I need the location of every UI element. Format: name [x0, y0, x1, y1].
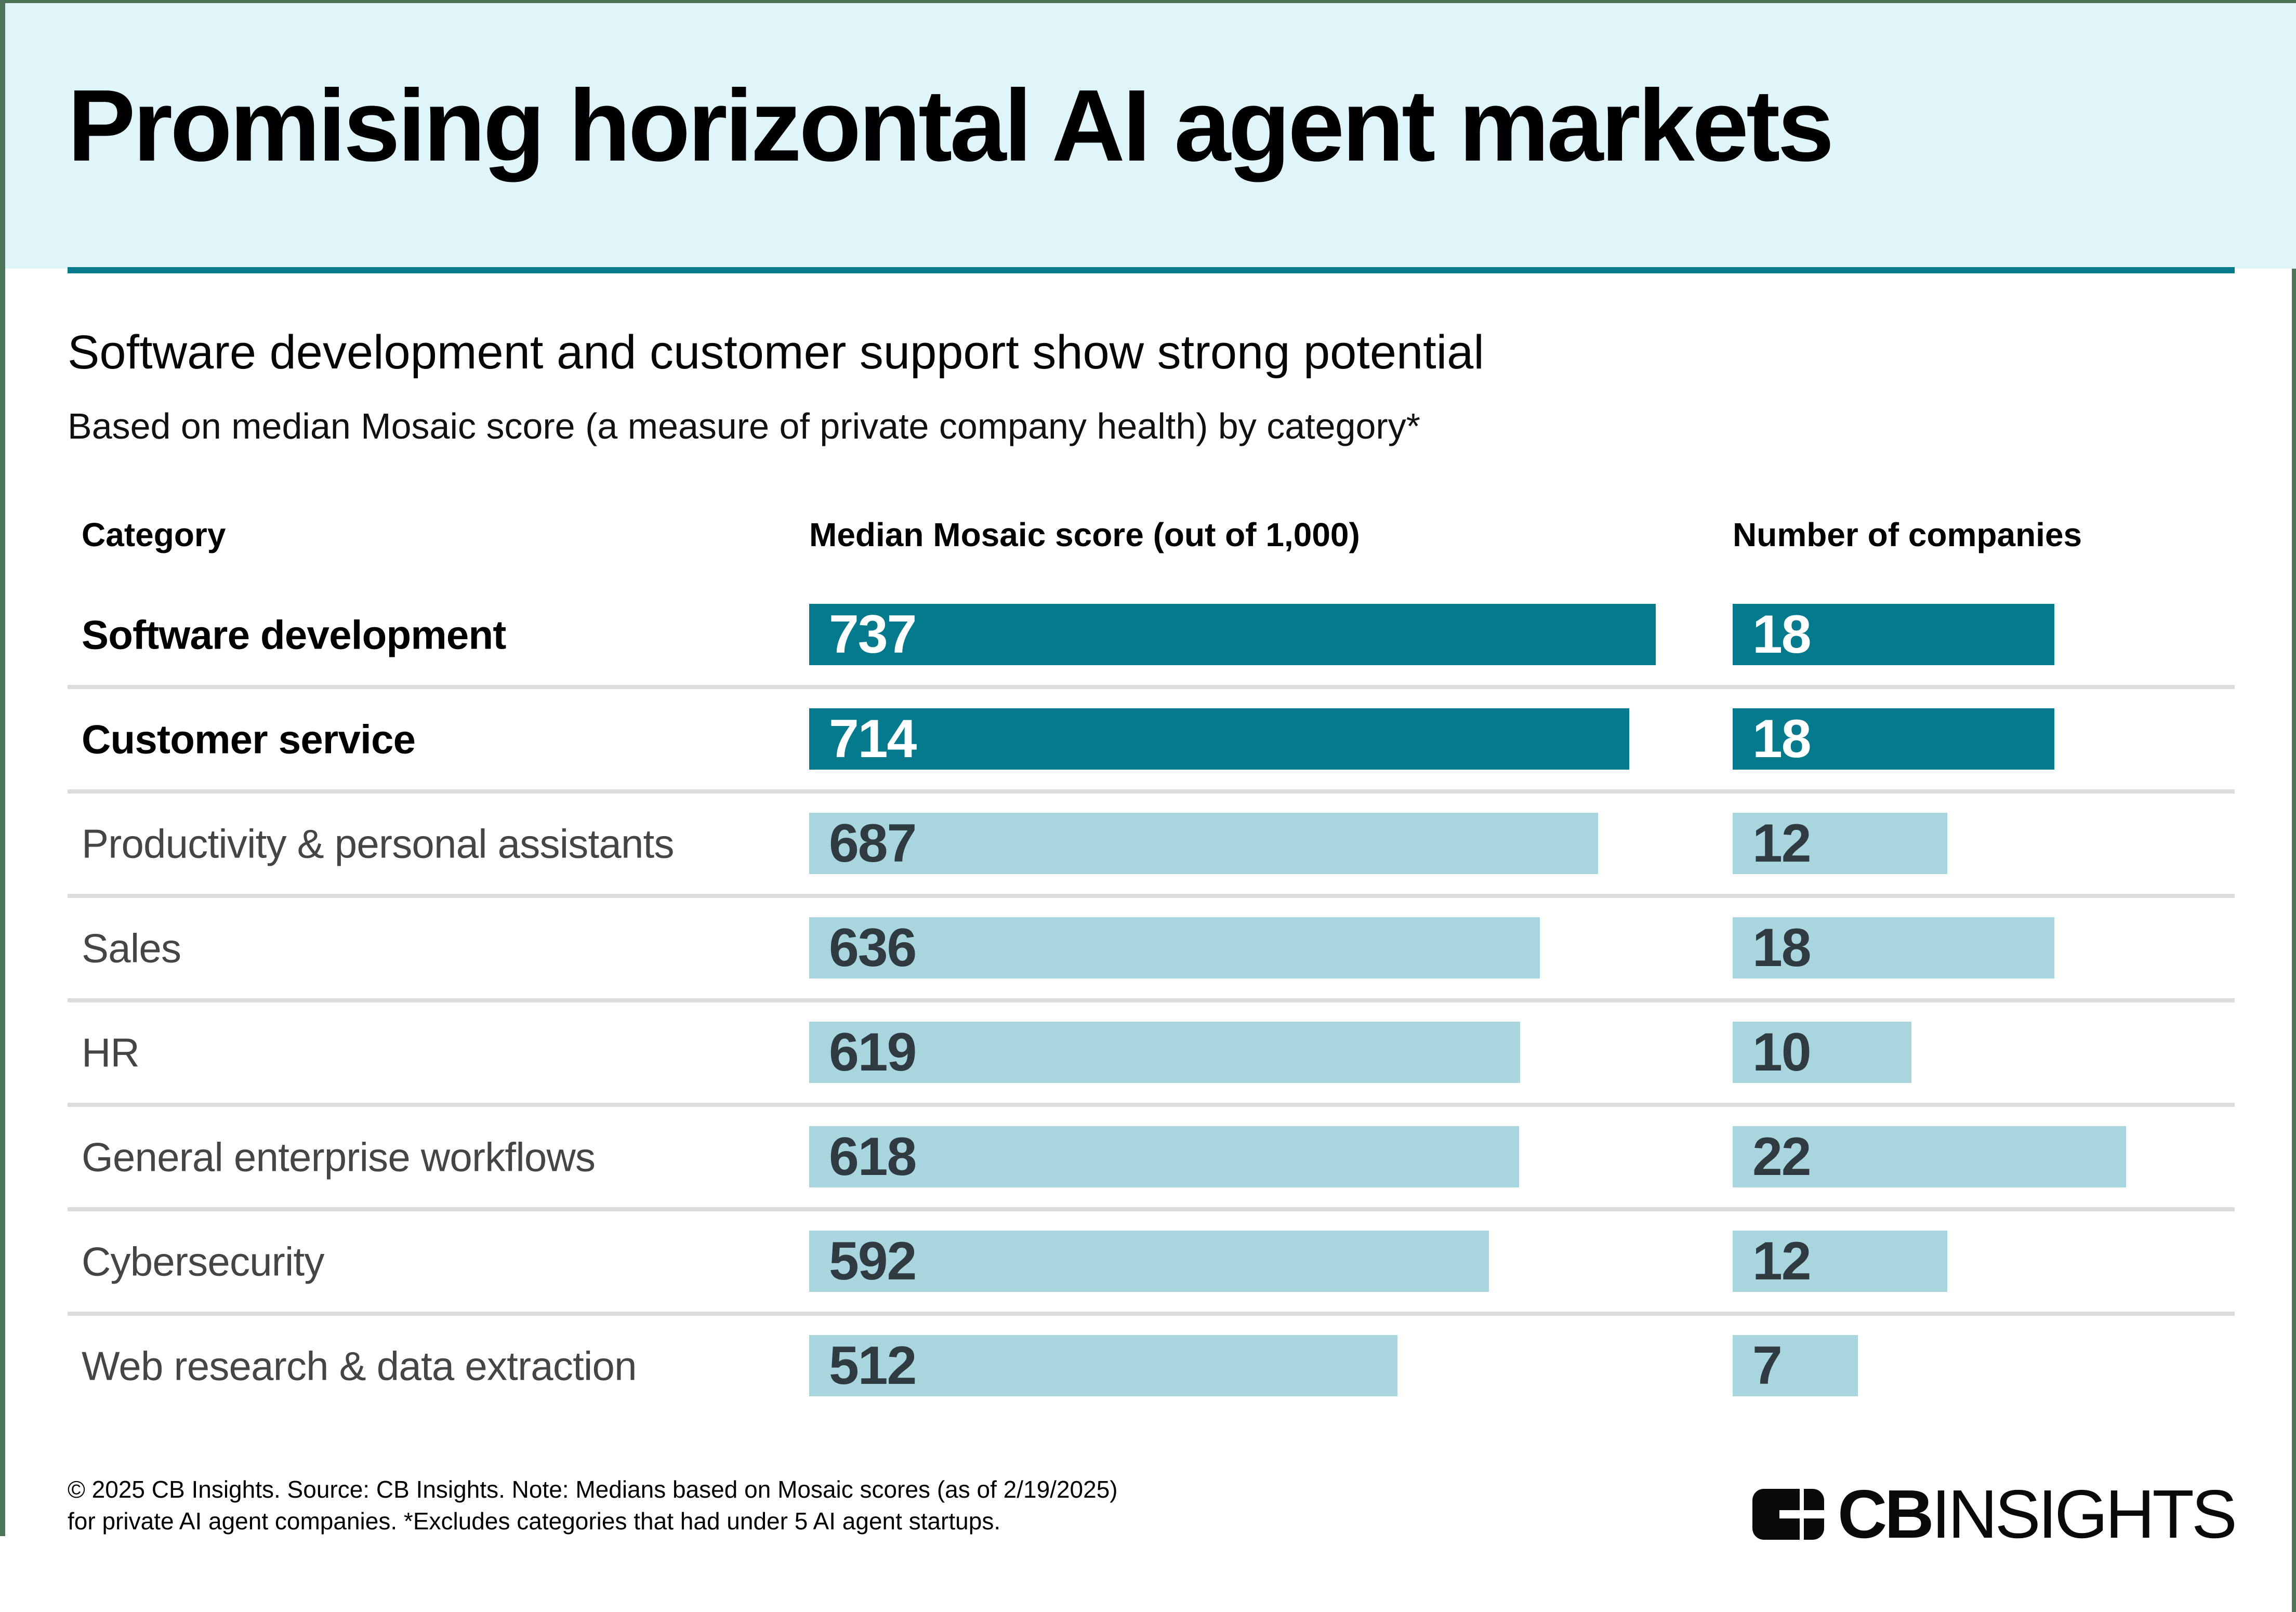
score-bar: 737 [809, 604, 1656, 665]
table-row: General enterprise workflows 618 22 [68, 1107, 2235, 1211]
footnote-line-1: © 2025 CB Insights. Source: CB Insights.… [68, 1476, 1118, 1503]
source-footnote: © 2025 CB Insights. Source: CB Insights.… [68, 1474, 1118, 1537]
companies-bar: 22 [1733, 1126, 2126, 1187]
companies-bar: 12 [1733, 813, 1947, 874]
score-bar: 714 [809, 708, 1629, 770]
score-value: 512 [829, 1335, 917, 1396]
score-value: 619 [829, 1022, 917, 1082]
companies-bar: 10 [1733, 1022, 1911, 1083]
page-title: Promising horizontal AI agent markets [68, 69, 1834, 182]
category-label: HR [82, 1029, 140, 1075]
score-bar: 592 [809, 1231, 1489, 1292]
companies-value: 18 [1752, 917, 1812, 978]
companies-bar: 18 [1733, 708, 2054, 770]
header-band: Promising horizontal AI agent markets [5, 3, 2296, 269]
companies-bar: 7 [1733, 1335, 1858, 1396]
score-value: 687 [829, 813, 917, 874]
companies-bar: 12 [1733, 1231, 1947, 1292]
score-value: 636 [829, 917, 917, 978]
header-divider-line [68, 267, 2235, 273]
page-edge-right [2292, 0, 2296, 1612]
table-row: Customer service 714 18 [68, 689, 2235, 794]
table-row: Cybersecurity 592 12 [68, 1211, 2235, 1316]
category-label: Cybersecurity [82, 1238, 324, 1284]
category-label: Web research & data extraction [82, 1343, 637, 1389]
logo-icon-vertical-gap [1800, 1489, 1804, 1540]
category-label: Productivity & personal assistants [82, 821, 674, 866]
page-edge-top [0, 0, 2296, 3]
table-body: Software development 737 18 Customer servic… [68, 585, 2235, 1416]
companies-value: 18 [1752, 604, 1812, 665]
chart-subtitle: Software development and customer suppor… [68, 326, 1484, 379]
score-bar: 619 [809, 1022, 1520, 1083]
score-value: 592 [829, 1231, 917, 1291]
column-header-category: Category [82, 516, 226, 553]
score-value: 714 [829, 708, 917, 769]
column-headers: Category Median Mosaic score (out of 1,0… [68, 516, 2235, 562]
page-edge-left [0, 0, 5, 1536]
companies-value: 18 [1752, 708, 1812, 769]
companies-bar: 18 [1733, 604, 2054, 665]
logo-text-insights: INSIGHTS [1931, 1476, 2237, 1552]
column-header-companies: Number of companies [1733, 516, 2082, 553]
table-row: HR 619 10 [68, 1002, 2235, 1107]
category-label: Customer service [82, 716, 416, 762]
score-value: 618 [829, 1126, 917, 1187]
companies-value: 7 [1752, 1335, 1783, 1396]
footnote-line-2: for private AI agent companies. *Exclude… [68, 1507, 1001, 1535]
companies-value: 10 [1752, 1022, 1812, 1082]
column-header-score: Median Mosaic score (out of 1,000) [809, 516, 1360, 553]
table-row: Productivity & personal assistants 687 12 [68, 794, 2235, 898]
category-label: General enterprise workflows [82, 1134, 596, 1180]
cbinsights-logo-icon [1752, 1489, 1824, 1540]
category-label: Sales [82, 925, 181, 971]
logo-text-cb: CB [1837, 1476, 1934, 1552]
table-row: Sales 636 18 [68, 898, 2235, 1002]
cbinsights-logo-text: CBINSIGHTS [1838, 1480, 2237, 1549]
companies-bar: 18 [1733, 917, 2054, 979]
companies-value: 12 [1752, 1231, 1812, 1291]
score-bar: 618 [809, 1126, 1519, 1187]
table-row: Web research & data extraction 512 7 [68, 1316, 2235, 1416]
score-bar: 636 [809, 917, 1540, 979]
cbinsights-logo: CBINSIGHTS [1752, 1480, 2237, 1549]
companies-value: 12 [1752, 813, 1812, 874]
category-label: Software development [82, 612, 506, 657]
companies-value: 22 [1752, 1126, 1812, 1187]
table-row: Software development 737 18 [68, 585, 2235, 689]
methodology-note: Based on median Mosaic score (a measure … [68, 406, 1420, 446]
score-value: 737 [829, 604, 917, 665]
score-bar: 512 [809, 1335, 1397, 1396]
score-bar: 687 [809, 813, 1598, 874]
